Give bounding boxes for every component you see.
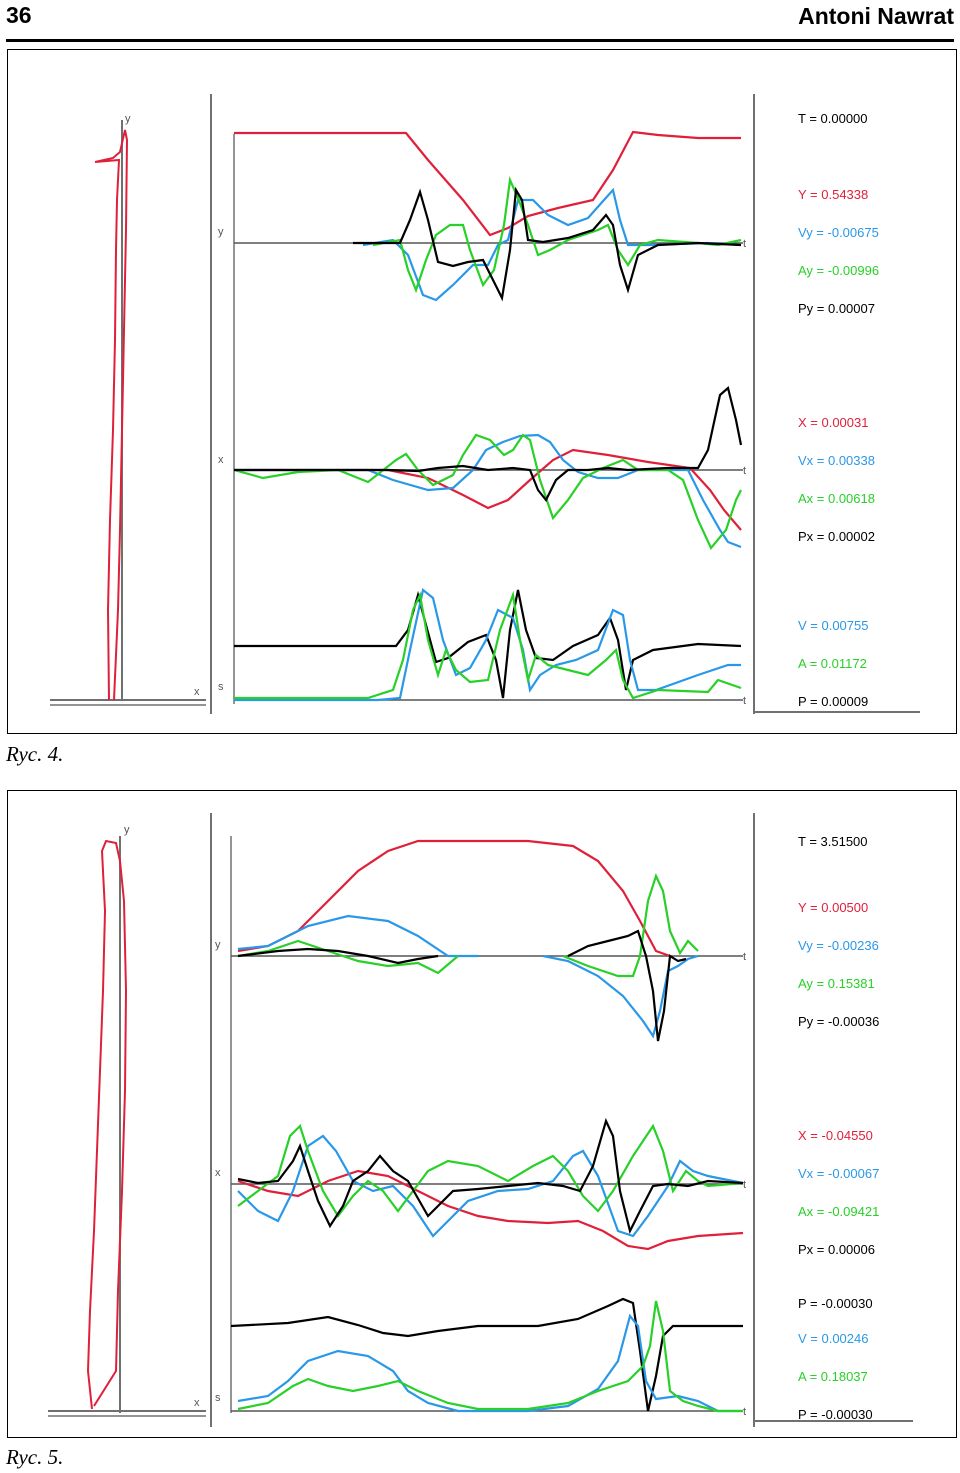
readout-ay: Ay = -0.00996 <box>798 263 879 278</box>
x-axis-label: x <box>215 1167 221 1179</box>
readout-v: V = 0.00246 <box>798 1331 868 1346</box>
x-power-curve <box>237 1117 744 1235</box>
readout-vy: Vy = -0.00675 <box>798 225 879 240</box>
y-velocity-curve <box>362 187 742 302</box>
y-group-t-label: t <box>743 951 746 963</box>
readout-ax: Ax = 0.00618 <box>798 491 875 506</box>
s-axis-label: s <box>215 1392 221 1404</box>
readout-vx: Vx = 0.00338 <box>798 453 875 468</box>
s-acceleration-curve <box>234 590 742 700</box>
y-velocity-curve <box>237 914 699 1039</box>
x-velocity-curve <box>234 433 742 549</box>
x-acceleration-curve <box>237 1123 744 1218</box>
s-group-t-label: t <box>743 695 746 707</box>
s-acceleration-curve <box>237 1300 743 1413</box>
header-rule <box>6 39 954 42</box>
s-group-t-label: t <box>743 1406 746 1418</box>
readout-vy: Vy = -0.00236 <box>798 938 879 953</box>
readout-vx: Vx = -0.00067 <box>798 1166 879 1181</box>
readout-px: Px = 0.00002 <box>798 529 875 544</box>
trajectory-x-label: x <box>194 686 200 698</box>
readout-a: A = 0.01172 <box>798 656 867 671</box>
time-readout: T = 0.00000 <box>798 111 868 126</box>
x-axis-label: x <box>218 454 224 466</box>
figure-4-caption: Ryc. 4. <box>6 742 64 766</box>
y-position-curve <box>237 839 671 958</box>
running-header-author: Antoni Nawrat <box>798 3 954 29</box>
figure-4-plot: y x y t x t s t T = 0.00000 Y = 0.54338 … <box>50 94 920 714</box>
y-position-curve <box>234 130 741 237</box>
trajectory-x-label: x <box>194 1397 200 1409</box>
figure-5-caption: Ryc. 5. <box>6 1445 64 1469</box>
readout-y: Y = 0.00500 <box>798 900 868 915</box>
readout-p-top: P = -0.00030 <box>798 1296 873 1311</box>
x-velocity-curve <box>237 1134 744 1238</box>
s-axis-label: s <box>218 681 224 693</box>
time-readout: T = 3.51500 <box>798 834 868 849</box>
readout-ay: Ay = 0.15381 <box>798 976 875 991</box>
trajectory-curve <box>86 839 128 1410</box>
trajectory-y-label: y <box>125 113 131 125</box>
readout-v: V = 0.00755 <box>798 618 868 633</box>
s-power-curve <box>230 1297 743 1412</box>
y-axis-label: y <box>215 939 221 951</box>
y-power-curve <box>353 186 742 302</box>
readout-ax: Ax = -0.09421 <box>798 1204 879 1219</box>
readout-a: A = 0.18037 <box>798 1369 868 1384</box>
x-group-t-label: t <box>743 465 746 477</box>
trajectory-y-label: y <box>124 824 130 836</box>
readout-py: Py = -0.00036 <box>798 1014 879 1029</box>
y-acceleration-curve <box>372 175 742 294</box>
x-position-curve <box>234 448 742 531</box>
y-acceleration-curve <box>237 872 699 978</box>
figure-5-plot: y x y t x t s t T = 3.51500 Y = 0.00500 … <box>48 813 913 1427</box>
readout-p: P = 0.00009 <box>798 694 868 709</box>
s-power-curve <box>234 589 742 699</box>
figure-4: y x y t x t s t T = 0.00000 Y = 0.54338 … <box>7 49 957 734</box>
readout-y: Y = 0.54338 <box>798 187 868 202</box>
trajectory-curve <box>94 129 129 701</box>
figure-5: y x y t x t s t T = 3.51500 Y = 0.00500 … <box>7 790 957 1438</box>
readout-x: X = -0.04550 <box>798 1128 873 1143</box>
x-position-curve <box>237 1169 744 1251</box>
readout-p: P = -0.00030 <box>798 1407 873 1422</box>
s-velocity-curve <box>237 1313 743 1413</box>
y-power-curve <box>237 929 687 1042</box>
page-number: 36 <box>6 2 32 28</box>
readout-x: X = 0.00031 <box>798 415 868 430</box>
x-group-t-label: t <box>743 1179 746 1191</box>
x-power-curve <box>234 385 743 503</box>
y-axis-label: y <box>218 226 224 238</box>
y-group-t-label: t <box>743 238 746 250</box>
x-acceleration-curve <box>233 433 742 551</box>
readout-px: Px = 0.00006 <box>798 1242 875 1257</box>
readout-py: Py = 0.00007 <box>798 301 875 316</box>
